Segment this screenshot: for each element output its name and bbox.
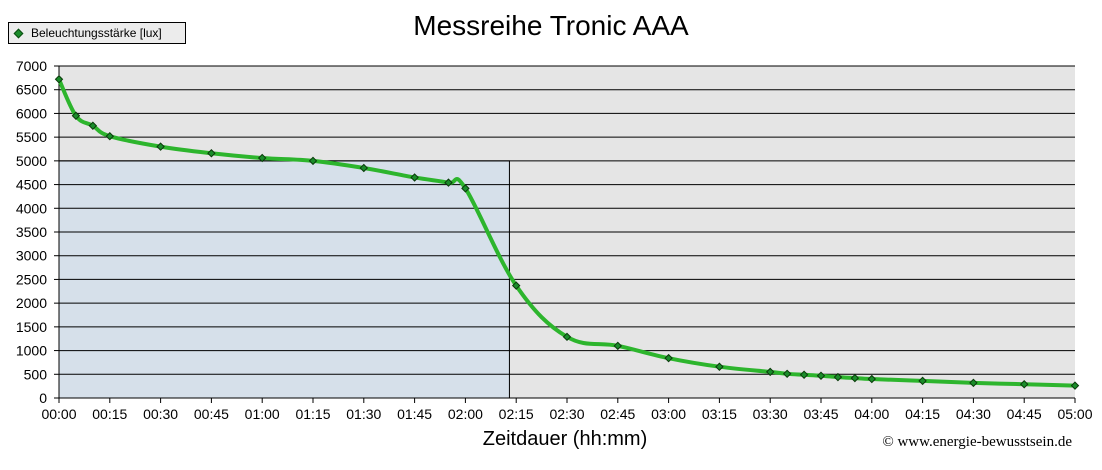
data-point: [359, 163, 369, 173]
data-point: [918, 376, 927, 386]
data-point: [969, 378, 978, 388]
x-tick-label: 01:30: [346, 406, 381, 422]
y-tick-label: 4500: [16, 177, 47, 193]
x-tick-label: 03:00: [651, 406, 686, 422]
data-point: [257, 153, 267, 163]
x-tick-label: 00:30: [143, 406, 178, 422]
data-point: [511, 281, 521, 290]
legend-label: Beleuchtungsstärke [lux]: [31, 26, 162, 40]
data-point: [444, 178, 453, 187]
data-point: [207, 149, 216, 158]
data-point: [782, 369, 792, 379]
copyright-text: © www.energie-bewusstsein.de: [882, 434, 1072, 450]
y-tick-label: 0: [39, 390, 47, 406]
x-tick-label: 00:00: [41, 406, 76, 422]
grid-lines: [59, 65, 1075, 399]
y-tick-label: 6000: [16, 105, 47, 121]
x-tick-label: 02:15: [499, 406, 534, 422]
y-tick-label: 5500: [16, 129, 47, 145]
x-tick-label: 04:00: [854, 406, 889, 422]
y-tick-label: 1500: [16, 319, 47, 335]
x-tick-label: 04:30: [956, 406, 991, 422]
x-tick-label: 00:15: [92, 406, 127, 422]
data-point: [664, 353, 673, 363]
data-point: [1019, 380, 1029, 389]
data-point: [799, 370, 809, 380]
legend: Beleuchtungsstärke [lux]: [8, 22, 186, 44]
y-tick-label: 3500: [16, 224, 47, 240]
data-point: [562, 332, 572, 342]
x-tick-label: 00:45: [194, 406, 229, 422]
x-tick-label: 03:45: [803, 406, 838, 422]
y-tick-label: 2500: [16, 271, 47, 287]
y-tick-label: 3000: [16, 248, 47, 264]
x-axis-label: Zeitdauer (hh:mm): [482, 428, 648, 450]
data-point: [816, 371, 826, 380]
y-tick-label: 5000: [16, 153, 47, 169]
data-point: [1070, 381, 1080, 390]
data-point: [613, 341, 623, 351]
data-point: [410, 173, 419, 182]
y-tick-label: 4000: [16, 200, 47, 216]
data-point: [308, 156, 318, 166]
y-tick-label: 2000: [16, 295, 47, 311]
x-tick-label: 02:30: [549, 406, 584, 422]
x-tick-label: 03:30: [753, 406, 788, 422]
data-point: [461, 184, 470, 193]
y-tick-label: 1000: [16, 343, 47, 359]
y-tick-label: 500: [24, 366, 48, 382]
x-tick-label: 01:00: [245, 406, 280, 422]
data-point: [54, 75, 64, 84]
x-tick-label: 05:00: [1057, 406, 1092, 422]
x-tick-label: 01:45: [397, 406, 432, 422]
x-tick-label: 03:15: [702, 406, 737, 422]
x-tick-label: 02:45: [600, 406, 635, 422]
data-point: [765, 367, 775, 377]
x-tick-label: 01:15: [295, 406, 330, 422]
data-point: [88, 121, 98, 131]
data-point: [71, 111, 81, 121]
chart-title: Messreihe Tronic AAA: [413, 10, 689, 41]
x-tick-label: 02:00: [448, 406, 483, 422]
x-tick-label: 04:45: [1007, 406, 1042, 422]
data-points: [54, 75, 1080, 390]
x-tick-label: 04:15: [905, 406, 940, 422]
y-tick-label: 7000: [16, 58, 47, 74]
series-line: [57, 78, 1076, 388]
data-point: [105, 131, 115, 141]
data-point: [867, 374, 877, 384]
data-point: [156, 142, 165, 151]
data-point: [833, 372, 843, 382]
x-axis: 00:00 00:15 00:30 00:45 01:00 01:15 01:30 01:45…: [41, 397, 1093, 422]
data-point: [850, 373, 860, 383]
y-axis: 0 500 1000 1500 2000 2500 3000 3500 4000 4500 5000…: [16, 58, 60, 406]
data-point: [715, 362, 724, 371]
y-tick-label: 6500: [16, 82, 47, 98]
